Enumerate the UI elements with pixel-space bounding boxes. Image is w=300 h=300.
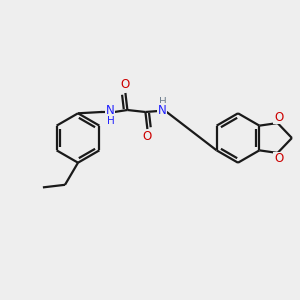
- Text: O: O: [274, 152, 283, 166]
- Text: H: H: [158, 97, 166, 107]
- Text: H: H: [106, 116, 114, 125]
- Text: O: O: [121, 79, 130, 92]
- Text: O: O: [274, 111, 283, 124]
- Text: N: N: [106, 104, 115, 118]
- Text: N: N: [158, 103, 167, 116]
- Text: O: O: [143, 130, 152, 143]
